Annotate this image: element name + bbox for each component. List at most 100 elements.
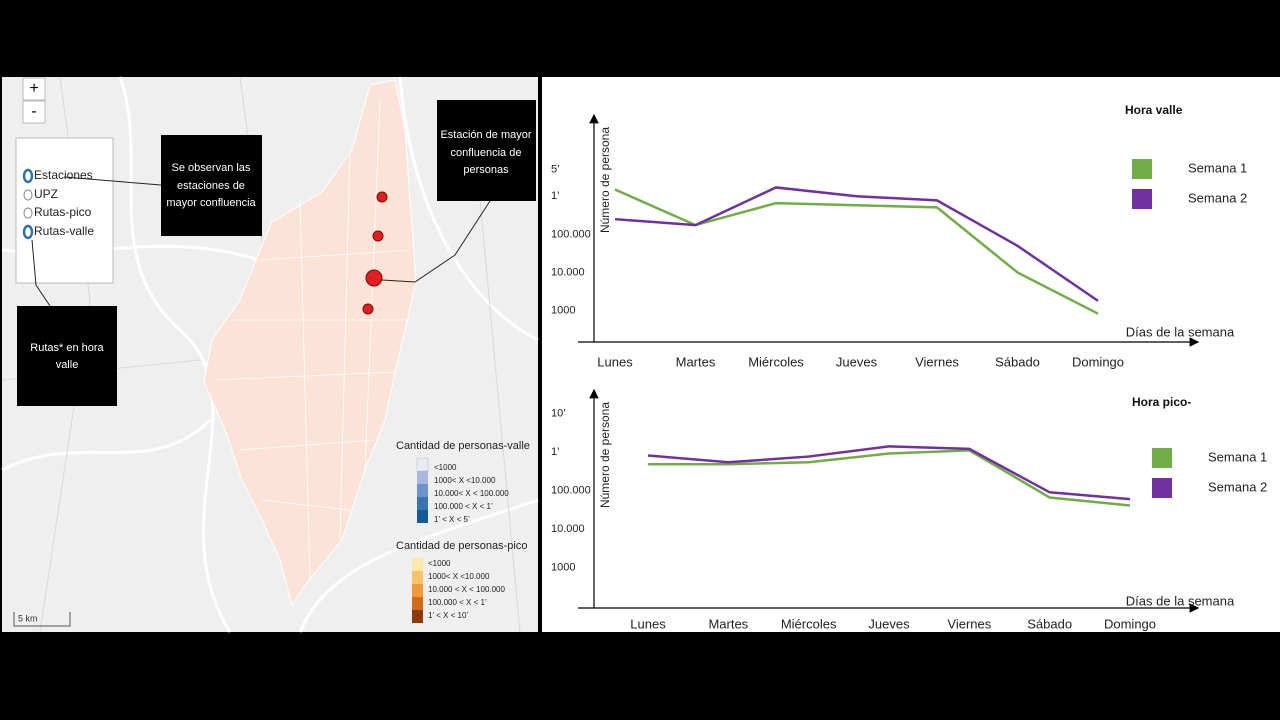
legend-title: Cantidad de personas-valle	[396, 440, 530, 452]
y-tick-label: 100.000	[551, 484, 591, 496]
legend-label: <1000	[434, 463, 457, 472]
legend-swatch	[412, 597, 423, 610]
city-area	[203, 79, 417, 607]
x-tick-label: Sábado	[1027, 616, 1072, 631]
legend-label: 10.000 < X < 100.000	[428, 585, 506, 594]
zoom-in[interactable]	[22, 77, 46, 101]
layer-label: Rutas-valle	[34, 224, 94, 238]
callout-line	[31, 239, 51, 307]
callout-text: Se observan las	[172, 162, 251, 174]
zoom-in-label: +	[29, 80, 38, 97]
layer-toggle[interactable]	[22, 224, 34, 240]
legend-label: <1000	[428, 559, 451, 568]
station[interactable]	[362, 303, 374, 315]
legend-label: 100.000 < X < 1’	[428, 598, 487, 607]
callout-box	[161, 135, 262, 236]
callout-text: confluencia de	[451, 147, 522, 159]
map-panel: + - Estaciones UPZ Rutas-pico Rutas-vall…	[1, 76, 539, 633]
scale-label: 5 km	[18, 613, 38, 623]
roads	[1, 76, 539, 633]
x-tick-label: Martes	[676, 354, 716, 369]
x-tick-label: Miércoles	[748, 354, 804, 369]
legend-label: 1’ < X < 5’	[434, 515, 470, 524]
legend-label: 1000< X <10.000	[428, 572, 490, 581]
zoom-out[interactable]	[22, 100, 46, 124]
legend-swatch	[412, 558, 423, 571]
layer-panel	[15, 137, 114, 284]
zoom-out-label: -	[31, 103, 36, 120]
legend-label: 10.000< X < 100.000	[434, 489, 509, 498]
y-tick-label: 5’	[551, 163, 560, 175]
y-axis-label: Número de persona	[598, 402, 612, 508]
callout-box	[17, 306, 117, 406]
layer-toggle[interactable]	[23, 189, 33, 201]
legend-label: 100.000 < X < 1’	[434, 502, 493, 511]
y-tick-label: 10’	[551, 407, 566, 419]
x-tick-label: Viernes	[915, 354, 959, 369]
y-tick-label: 1000	[551, 304, 575, 316]
x-tick-label: Domingo	[1104, 616, 1156, 631]
callout-text: personas	[463, 164, 509, 176]
station[interactable]	[372, 230, 384, 242]
callout-box	[437, 100, 536, 201]
legend-swatch	[1132, 159, 1152, 179]
legend-swatch	[1132, 189, 1152, 209]
chart-title: Hora pico-	[1132, 395, 1191, 409]
x-tick-label: Jueves	[836, 354, 878, 369]
legend-label: Semana 2	[1188, 190, 1247, 205]
legend-swatch	[417, 471, 428, 484]
chart-title: Hora valle	[1125, 103, 1183, 117]
station[interactable]	[365, 269, 383, 287]
y-tick-label: 1000	[551, 562, 575, 574]
series-line	[648, 449, 1131, 507]
upz-borders	[214, 99, 411, 581]
y-tick-label: 1’	[551, 446, 560, 458]
scale-bar	[13, 612, 71, 627]
callout-line	[381, 200, 491, 283]
legend-swatch	[417, 510, 428, 523]
legend-label: Semana 2	[1208, 479, 1267, 494]
x-tick-label: Viernes	[947, 616, 991, 631]
legend-label: 1’ < X < 10’	[428, 611, 468, 620]
x-tick-label: Lunes	[597, 354, 633, 369]
series-line	[647, 445, 1131, 501]
layer-toggle[interactable]	[22, 168, 34, 184]
y-tick-label: 1’	[551, 190, 560, 202]
x-tick-label: Lunes	[630, 616, 666, 631]
layer-label: UPZ	[34, 187, 58, 201]
legend-swatch	[417, 497, 428, 510]
legend-swatch	[417, 484, 428, 497]
x-tick-label: Domingo	[1072, 354, 1124, 369]
callout-text: Estación de mayor	[440, 129, 531, 141]
legend-label: 1000< X <10.000	[434, 476, 496, 485]
y-axis-label: Número de persona	[598, 127, 612, 233]
legend-swatch	[1152, 478, 1172, 498]
legend-title: Cantidad de personas-pico	[396, 540, 527, 552]
legend-swatch	[412, 571, 423, 584]
x-axis-label: Días de la semana	[1126, 324, 1235, 339]
callout-text: mayor confluencia	[166, 197, 256, 209]
chart-panel	[542, 77, 1280, 632]
callout-text: Rutas* en hora	[30, 342, 104, 354]
legend-swatch	[416, 457, 429, 472]
x-tick-label: Jueves	[868, 616, 910, 631]
layer-toggle[interactable]	[23, 207, 33, 219]
callout-text: estaciones de	[177, 180, 245, 192]
legend-swatch	[412, 610, 423, 623]
x-axis-label: Días de la semana	[1126, 593, 1235, 608]
charts: 1000 10.000 100.000 1’ 5’ Lunes Martes Miércole…	[551, 103, 1267, 631]
x-tick-label: Sábado	[995, 354, 1040, 369]
legend-label: Semana 1	[1208, 449, 1267, 464]
series-line	[614, 186, 1099, 302]
legend-swatch	[412, 584, 423, 597]
callout-line	[63, 176, 162, 186]
layer-label: Rutas-pico	[34, 205, 92, 219]
y-tick-label: 10.000	[551, 266, 585, 278]
legend-label: Semana 1	[1188, 160, 1247, 175]
callout-text: valle	[56, 359, 79, 371]
y-tick-label: 100.000	[551, 228, 591, 240]
y-tick-label: 10.000	[551, 523, 585, 535]
station[interactable]	[376, 191, 388, 203]
layer-label: Estaciones	[34, 168, 93, 182]
